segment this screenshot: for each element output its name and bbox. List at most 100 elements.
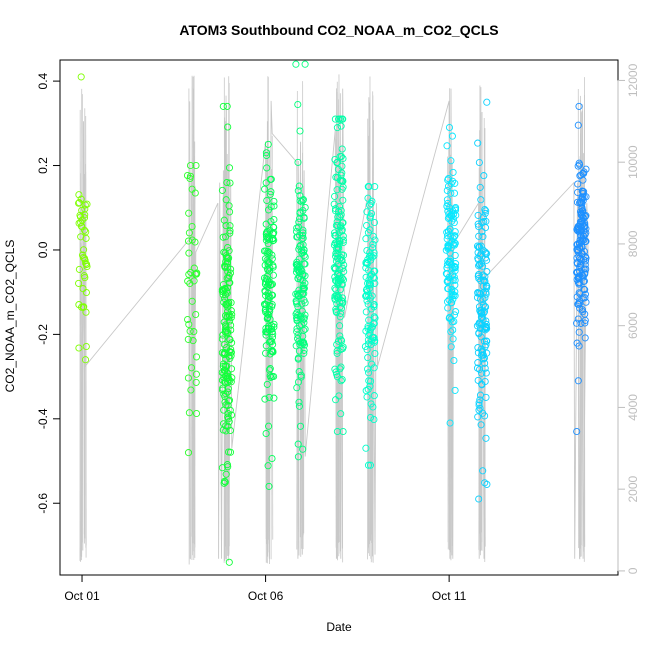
data-point: [481, 302, 489, 311]
data-point: [369, 244, 377, 252]
data-point: [474, 413, 482, 421]
data-point: [479, 409, 487, 417]
data-point: [451, 264, 459, 272]
y2-tick-label: 2000: [626, 475, 640, 502]
data-point: [268, 303, 276, 311]
data-point: [76, 211, 84, 219]
data-point: [447, 328, 455, 336]
data-point: [192, 378, 200, 386]
data-point: [300, 251, 308, 259]
data-point: [334, 292, 342, 300]
data-point: [370, 218, 379, 227]
data-point: [188, 236, 196, 244]
data-point: [81, 205, 89, 213]
data-point: [295, 398, 303, 406]
data-point: [573, 339, 581, 347]
data-point: [578, 250, 586, 258]
data-point: [224, 123, 232, 131]
data-point: [269, 330, 277, 338]
data-point: [300, 246, 308, 254]
data-point: [574, 248, 582, 256]
data-point: [365, 201, 374, 209]
data-point: [332, 368, 340, 376]
data-point: [481, 206, 489, 214]
data-point: [294, 335, 302, 343]
data-point: [477, 307, 485, 315]
data-point: [222, 470, 230, 478]
data-point: [445, 123, 454, 132]
data-point: [479, 276, 488, 284]
data-point: [480, 172, 488, 180]
data-point: [474, 344, 482, 352]
data-point: [335, 236, 344, 245]
data-point: [581, 290, 589, 298]
data-point: [266, 315, 274, 323]
data-point: [451, 276, 459, 284]
data-point: [445, 210, 453, 218]
data-point: [478, 369, 486, 377]
data-point: [192, 161, 200, 170]
data-point: [481, 479, 489, 487]
data-point: [331, 207, 340, 215]
data-point: [575, 243, 583, 251]
data-point: [574, 279, 582, 287]
data-point: [448, 132, 456, 140]
data-point: [225, 254, 233, 262]
data-point: [294, 158, 302, 166]
data-point: [261, 301, 269, 309]
data-point: [222, 355, 230, 363]
y-axis-label: CO2_NOAA_m_CO2_QCLS: [3, 240, 17, 393]
data-point: [576, 304, 584, 312]
data-point: [262, 324, 270, 332]
data-point: [270, 202, 278, 210]
data-point: [262, 278, 270, 286]
data-point: [262, 149, 270, 157]
data-point: [475, 303, 484, 311]
data-point: [364, 461, 373, 469]
data-point: [298, 290, 307, 298]
data-point: [444, 257, 452, 265]
data-point: [475, 232, 483, 240]
data-point: [226, 222, 234, 230]
data-point: [474, 289, 482, 297]
data-point: [581, 334, 589, 342]
data-point: [218, 186, 226, 194]
data-point: [294, 100, 302, 109]
data-point: [339, 232, 347, 240]
data-point: [336, 322, 344, 330]
data-point: [80, 214, 89, 222]
data-point: [184, 315, 192, 324]
data-point: [365, 369, 373, 377]
data-point: [293, 328, 301, 336]
data-point: [262, 308, 270, 316]
data-point: [479, 301, 488, 309]
data-point: [336, 152, 344, 161]
data-point: [264, 140, 272, 148]
data-point: [294, 440, 302, 448]
data-point: [82, 228, 90, 236]
data-point: [340, 267, 348, 276]
data-point: [298, 198, 306, 206]
data-point: [81, 256, 89, 264]
data-point: [479, 355, 487, 363]
data-point: [269, 223, 277, 231]
data-point: [364, 385, 372, 393]
data-point: [576, 236, 584, 244]
data-point: [364, 365, 372, 373]
data-point: [301, 253, 309, 261]
data-point: [261, 395, 269, 403]
data-point: [574, 377, 582, 385]
y-axis-right: 0 2000 4000 6000 8000 10000 12000: [617, 63, 640, 574]
data-point: [332, 396, 340, 404]
data-point: [581, 316, 589, 324]
data-point: [444, 207, 452, 215]
data-point: [267, 325, 275, 333]
data-point: [339, 427, 347, 436]
data-point: [75, 301, 83, 309]
data-point: [82, 288, 90, 297]
data-point: [262, 331, 270, 339]
data-point: [81, 274, 89, 282]
data-point: [446, 419, 454, 427]
data-point: [581, 319, 589, 327]
data-point: [295, 255, 303, 263]
